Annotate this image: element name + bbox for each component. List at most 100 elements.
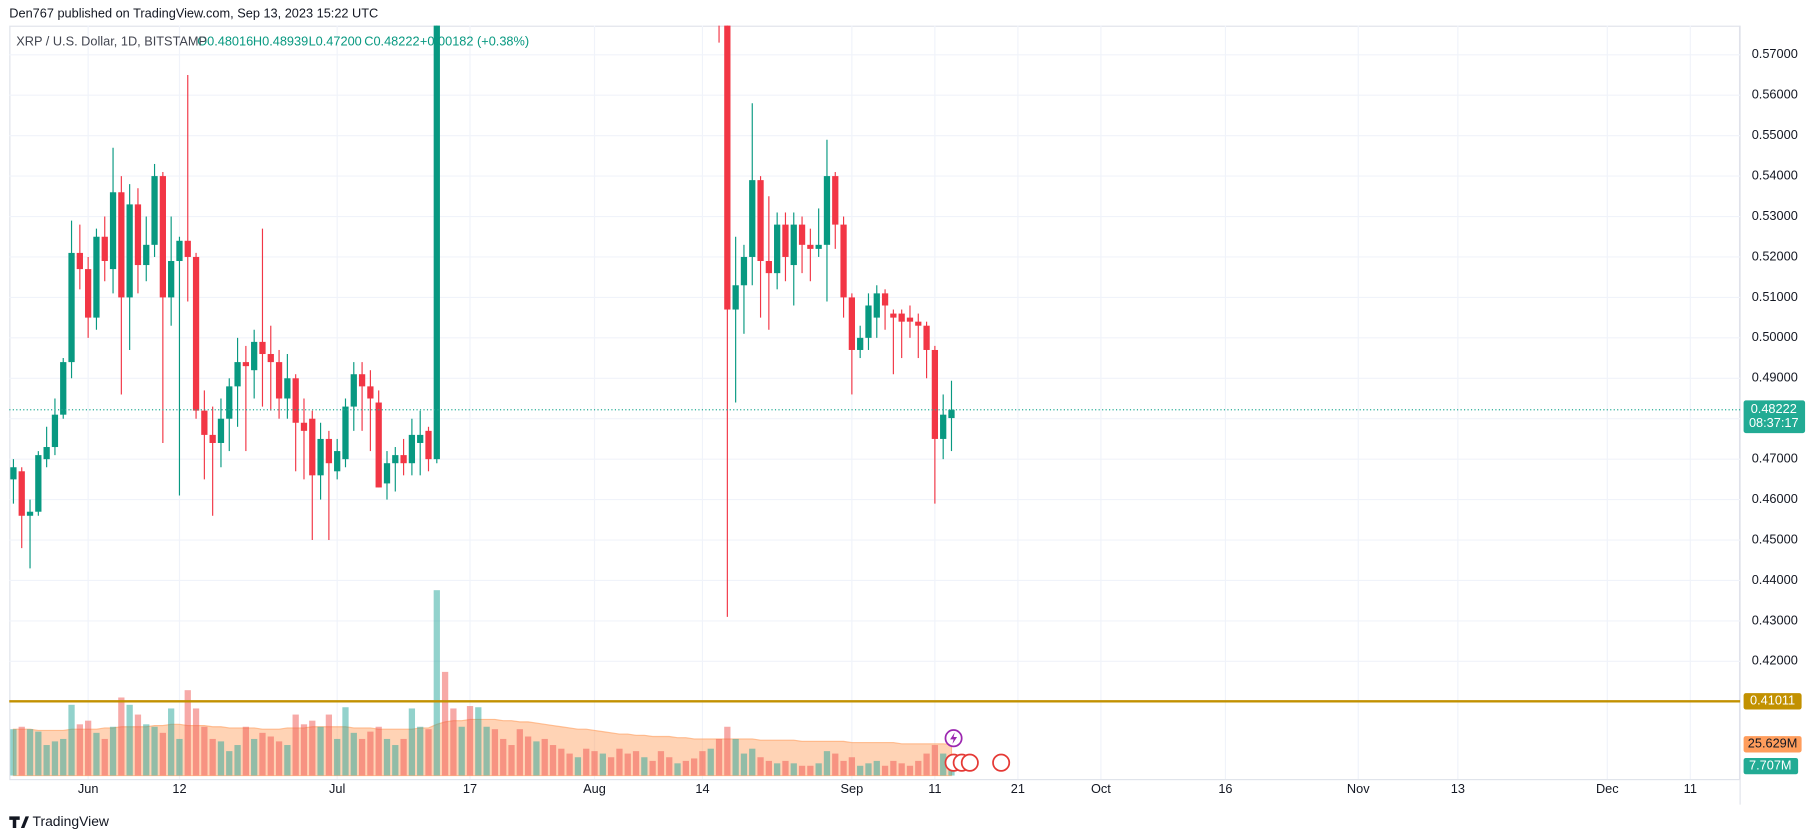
candle-body (168, 261, 175, 298)
candles (10, 25, 955, 617)
volume-bar (616, 748, 623, 776)
candle-body (275, 362, 283, 399)
volume-bar (342, 707, 349, 776)
event-flag[interactable] (992, 753, 1011, 772)
volume-bar (35, 731, 42, 776)
candle-body (857, 337, 864, 350)
volume-bar (890, 760, 897, 776)
volume-bar (715, 738, 723, 776)
y-tick-label: 0.55000 (1752, 127, 1798, 142)
volume-bar (358, 738, 366, 776)
candle-body (940, 414, 947, 439)
volume-bar (583, 748, 590, 776)
volume-bar (765, 760, 772, 776)
x-tick-label: Jul (329, 781, 345, 796)
candle-body (433, 25, 440, 460)
y-tick-label: 0.45000 (1752, 531, 1798, 546)
volume-bar (516, 729, 523, 776)
candle-body (383, 463, 391, 484)
candle-body (790, 224, 797, 266)
candle-body (417, 434, 424, 443)
volume-bar (757, 757, 764, 776)
volume-bar (524, 736, 532, 776)
volume-bar (749, 748, 756, 776)
candle-body (774, 224, 781, 274)
volume-bar (209, 738, 216, 776)
volume-bar (101, 738, 108, 776)
candle-body (143, 244, 150, 266)
volume-bar (309, 720, 316, 776)
volume-bar (915, 760, 922, 776)
volume-bar (674, 763, 681, 776)
candle-body (201, 410, 208, 435)
x-tick-label: Nov (1347, 781, 1370, 796)
volume-bar (823, 751, 831, 776)
volume-bar (508, 745, 515, 776)
volume-ma-box (1743, 736, 1802, 753)
candle-body (118, 192, 125, 298)
volume-bar (491, 729, 499, 776)
candle-body (26, 511, 34, 516)
volume-bar (43, 745, 50, 776)
y-tick-label: 0.43000 (1752, 612, 1798, 627)
candle-body (342, 406, 349, 460)
candle-body (865, 305, 872, 338)
y-tick-label: 0.53000 (1752, 208, 1798, 223)
candle-body (251, 341, 258, 371)
volume-bar (707, 748, 714, 776)
volume-bar (732, 738, 739, 776)
y-tick-label: 0.46000 (1752, 491, 1798, 506)
volume-bar (591, 751, 598, 776)
volume-last-box (1743, 757, 1799, 775)
volume-bar (500, 738, 507, 776)
candle-body (948, 409, 955, 419)
candle-body (798, 224, 806, 245)
event-flag[interactable] (960, 753, 979, 772)
footer-brand: TradingView (32, 813, 109, 829)
x-tick-label: 17 (463, 781, 477, 796)
candle-body (226, 386, 233, 419)
candle-body (906, 317, 914, 322)
volume-bar (159, 732, 166, 776)
candle-body (184, 240, 191, 257)
volume-bar (782, 760, 789, 776)
candle-body (782, 224, 789, 257)
volume-bar (574, 757, 582, 776)
volume-bar (60, 738, 67, 776)
volume-bar (275, 741, 283, 776)
volume-pane (10, 590, 955, 777)
y-tick-label: 0.52000 (1752, 248, 1798, 263)
volume-bar (251, 738, 258, 776)
y-tick-label: 0.54000 (1752, 167, 1798, 182)
volume-bar (533, 741, 540, 776)
volume-bar (433, 590, 440, 776)
volume-bar (931, 745, 939, 776)
volume-bar (790, 763, 797, 776)
volume-bar (234, 745, 241, 776)
volume-bar (475, 707, 482, 776)
candle-body (915, 321, 922, 326)
candle-body (176, 240, 183, 262)
volume-bar (558, 748, 565, 776)
volume-bar (624, 753, 631, 776)
y-tick-label: 0.42000 (1752, 653, 1798, 668)
candle-body (898, 313, 905, 322)
y-tick-label: 0.57000 (1752, 46, 1798, 61)
candle-body (367, 386, 374, 399)
volume-bar (873, 760, 880, 776)
volume-bar (375, 726, 382, 776)
x-tick-label: Dec (1596, 781, 1619, 796)
volume-bar (26, 729, 34, 776)
candle-body (85, 269, 92, 318)
symbol-title: XRP / U.S. Dollar, 1D, BITSTAMP (16, 33, 207, 48)
ohlc-value: H0.48939 (253, 33, 308, 48)
candle-body (60, 362, 67, 415)
volume-bar (151, 726, 158, 776)
candle-body (109, 192, 117, 270)
candle-body (890, 313, 897, 318)
candle-body (217, 418, 225, 443)
candle-body (325, 438, 333, 464)
candle-body (832, 176, 839, 225)
volume-bar (184, 690, 191, 776)
